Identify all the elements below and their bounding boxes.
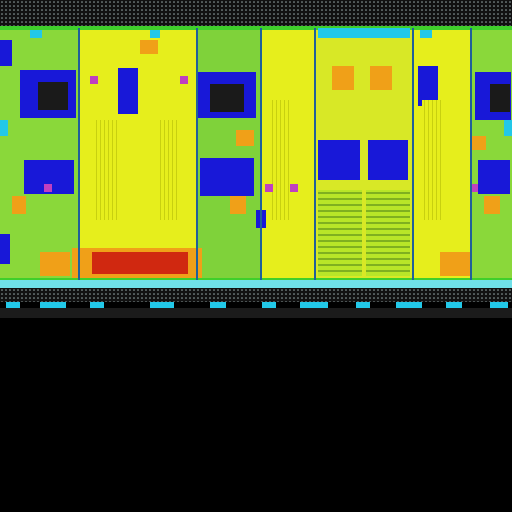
bottom-edge — [0, 308, 512, 318]
column-dividers — [78, 28, 472, 280]
bottom-bus — [0, 280, 512, 288]
orange-accents — [12, 40, 500, 214]
bottom-pads — [6, 302, 508, 308]
chip-die-photo — [0, 0, 512, 318]
io-block — [40, 248, 470, 278]
bottom-pad-ring — [0, 288, 512, 302]
dark-arrays — [38, 82, 510, 112]
magenta-markers — [44, 76, 478, 192]
memory-arrays — [318, 28, 410, 276]
logic-stripes — [96, 100, 444, 220]
cyan-bits — [0, 30, 512, 136]
top-pad-ring — [0, 0, 512, 26]
empty-black-area — [0, 320, 512, 512]
